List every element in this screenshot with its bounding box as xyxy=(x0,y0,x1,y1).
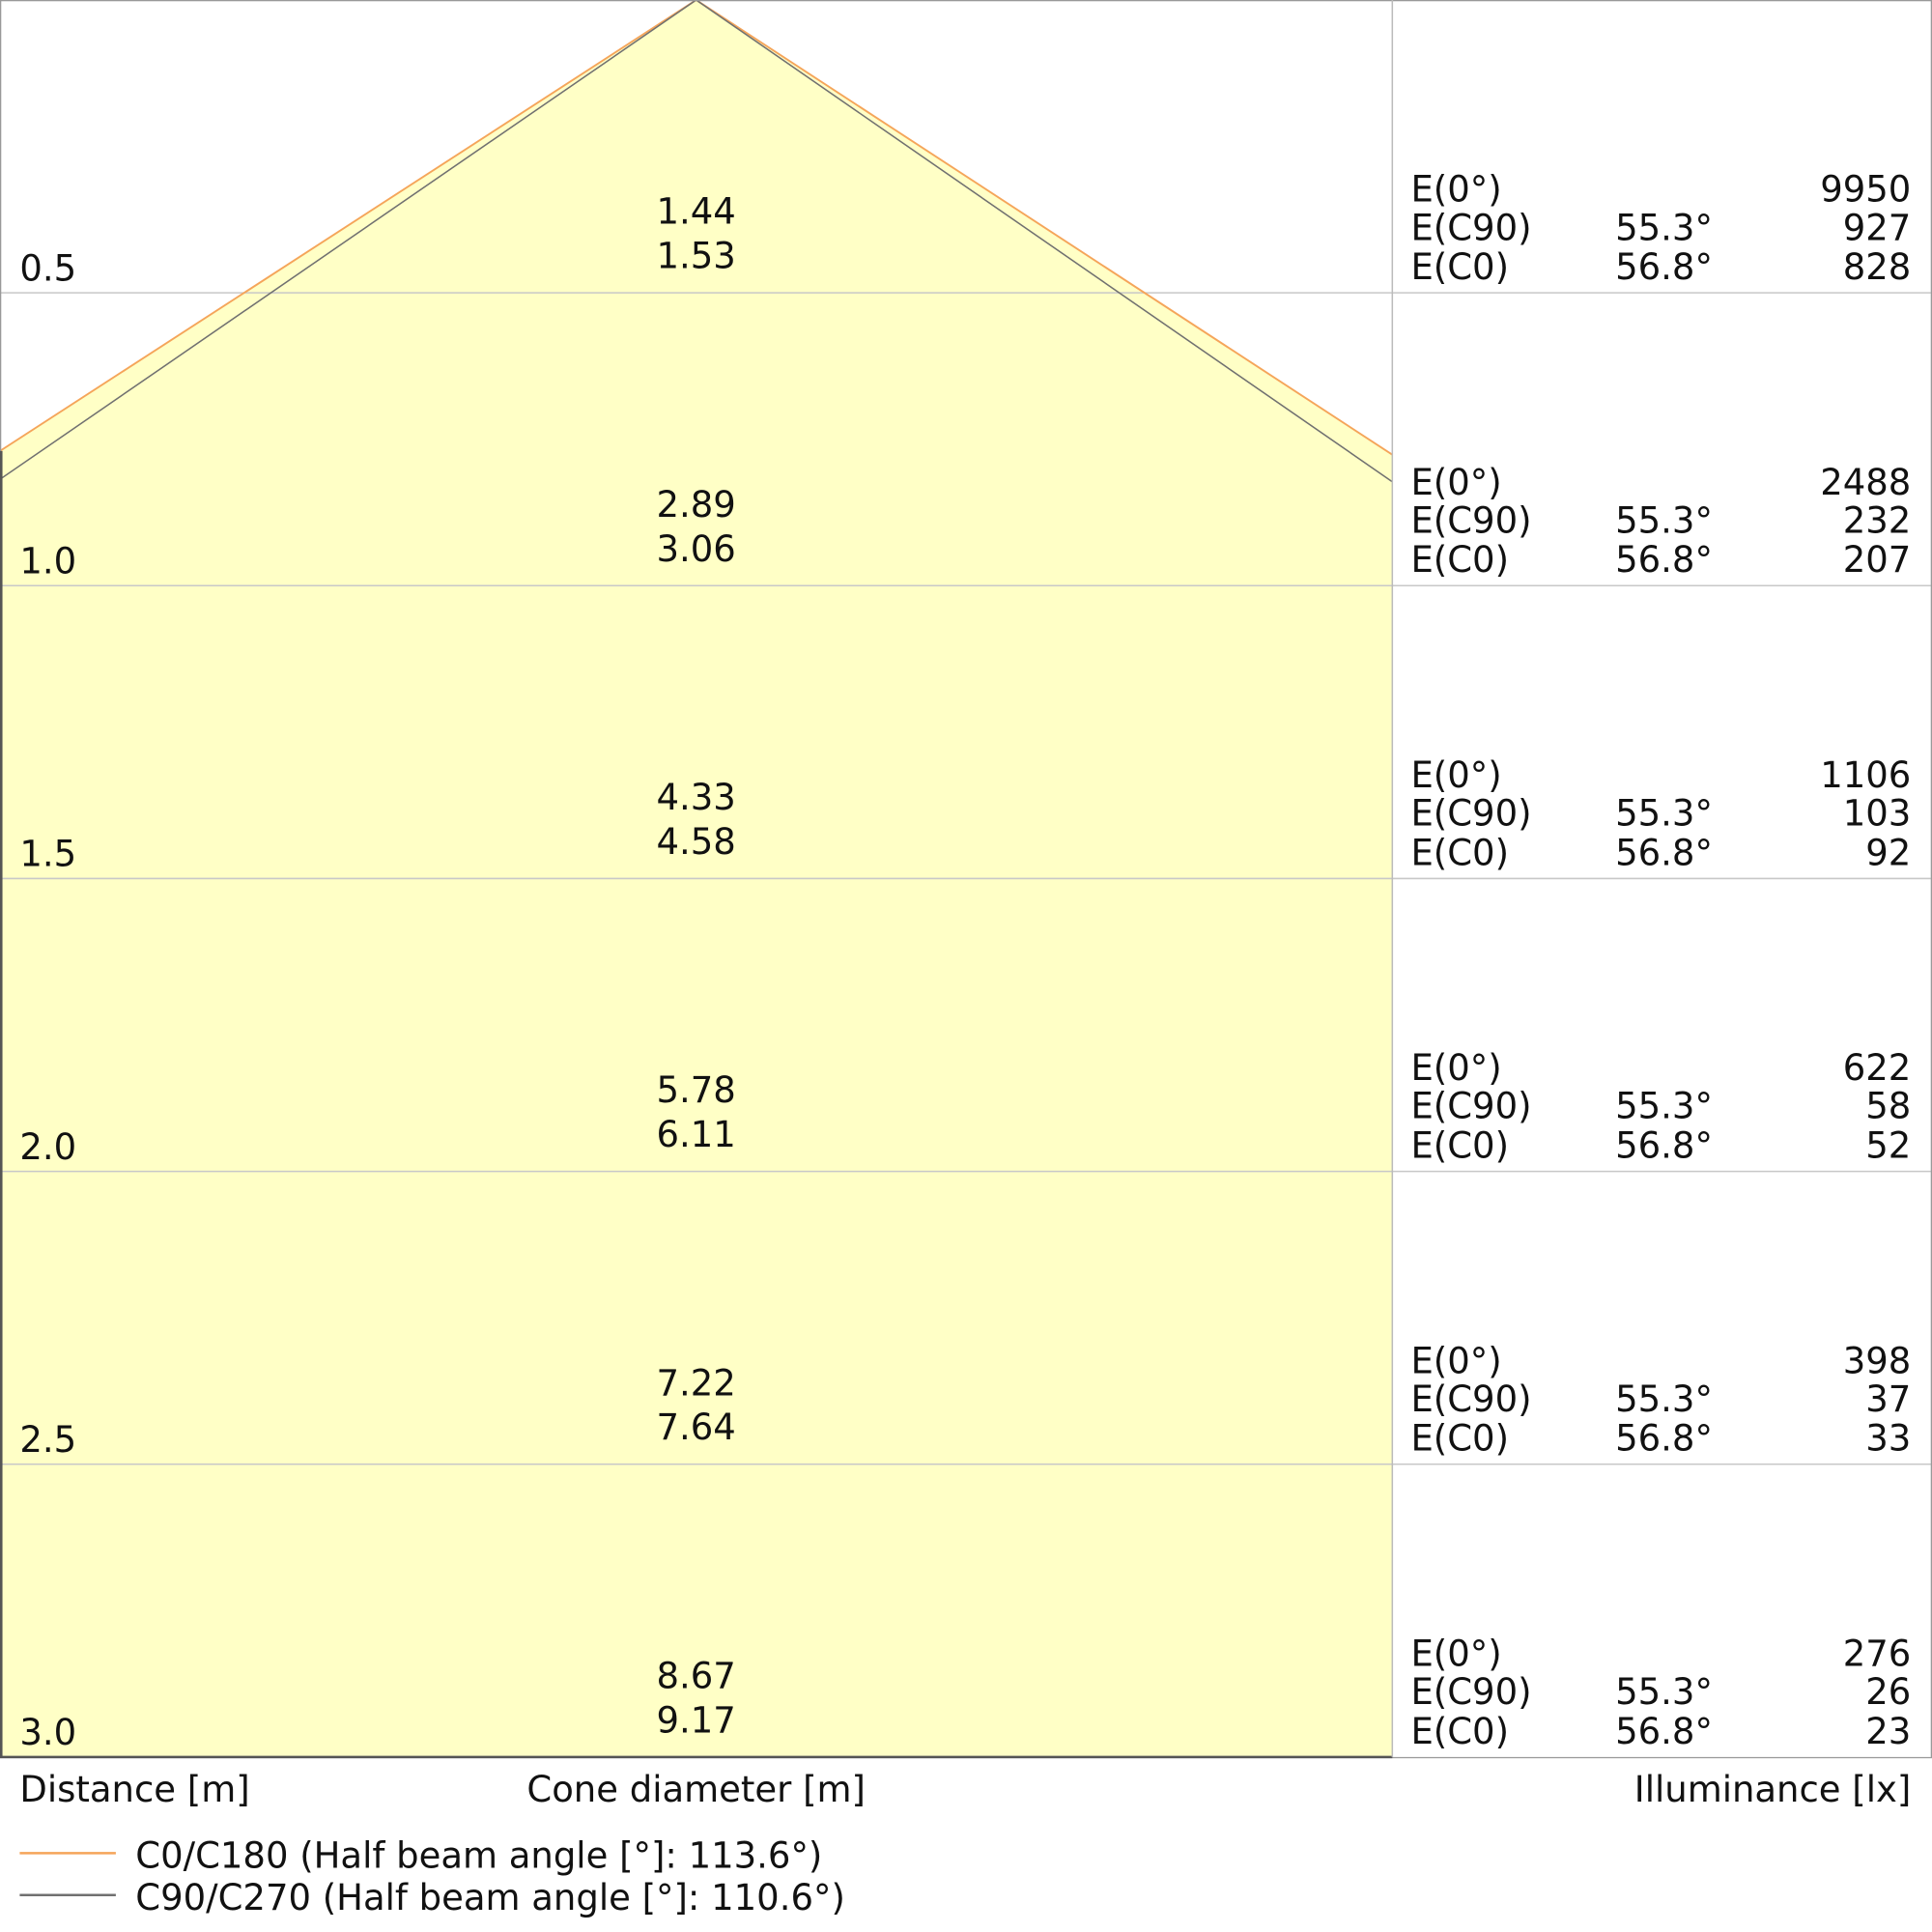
row-label-e0: E(0°) xyxy=(1410,1340,1501,1381)
c90-beam-left xyxy=(0,0,697,480)
row-label-ec90: E(C90) xyxy=(1410,207,1531,248)
angle-c0: 56.8° xyxy=(1615,1711,1713,1752)
illuminance-e0: 398 xyxy=(1843,1340,1912,1381)
angle-c0: 56.8° xyxy=(1615,1125,1713,1167)
row-label-ec0: E(C0) xyxy=(1410,832,1509,873)
illuminance-e0: 9950 xyxy=(1820,169,1911,211)
row-label-ec0: E(C0) xyxy=(1410,246,1509,288)
distance-tick-label: 2.0 xyxy=(19,1126,76,1168)
row-label-ec90: E(C90) xyxy=(1410,1086,1531,1127)
illuminance-e0: 622 xyxy=(1843,1047,1912,1089)
c90-beam-right xyxy=(696,0,1393,483)
row-label-ec0: E(C0) xyxy=(1410,1125,1509,1167)
angle-c90: 55.3° xyxy=(1615,1378,1713,1420)
legend-label-c90: C90/C270 (Half beam angle [°]: 110.6°) xyxy=(135,1877,845,1918)
illuminance-e0: 2488 xyxy=(1820,462,1911,503)
illuminance-ec90: 26 xyxy=(1865,1671,1911,1713)
angle-c0: 56.8° xyxy=(1615,539,1713,581)
row-label-ec0: E(C0) xyxy=(1410,539,1509,581)
row-label-ec90: E(C90) xyxy=(1410,1671,1531,1713)
angle-c90: 55.3° xyxy=(1615,499,1713,541)
cone-diameter-c0: 4.58 xyxy=(656,821,735,863)
cone-diameter-c90: 1.44 xyxy=(656,191,735,233)
illuminance-ec90: 927 xyxy=(1843,207,1912,248)
angle-c0: 56.8° xyxy=(1615,1418,1713,1460)
angle-c90: 55.3° xyxy=(1615,207,1713,248)
illuminance-ec90: 232 xyxy=(1843,499,1912,541)
illuminance-ec0: 92 xyxy=(1865,832,1911,873)
legend-label-c0: C0/C180 (Half beam angle [°]: 113.6°) xyxy=(135,1835,822,1877)
c0-beam-left xyxy=(0,0,697,452)
distance-tick-label: 0.5 xyxy=(19,247,76,289)
row-label-ec90: E(C90) xyxy=(1410,499,1531,541)
angle-c90: 55.3° xyxy=(1615,793,1713,835)
illuminance-e0: 1106 xyxy=(1820,754,1911,796)
cone-diameter-c0: 3.06 xyxy=(656,528,735,570)
row-label-ec0: E(C0) xyxy=(1410,1418,1509,1460)
angle-c90: 55.3° xyxy=(1615,1086,1713,1127)
distance-tick-label: 1.0 xyxy=(19,541,76,582)
illuminance-ec90: 103 xyxy=(1843,793,1912,835)
row-label-ec90: E(C90) xyxy=(1410,793,1531,835)
illuminance-ec0: 23 xyxy=(1865,1711,1911,1752)
distance-axis-label: Distance [m] xyxy=(19,1769,249,1810)
angle-c0: 56.8° xyxy=(1615,832,1713,873)
illuminance-ec0: 52 xyxy=(1865,1125,1911,1167)
illuminance-ec90: 37 xyxy=(1865,1378,1911,1420)
row-label-e0: E(0°) xyxy=(1410,169,1501,211)
distance-tick-label: 2.5 xyxy=(19,1419,76,1461)
illuminance-ec90: 58 xyxy=(1865,1086,1911,1127)
illuminance-ec0: 33 xyxy=(1865,1418,1911,1460)
cone-diameter-c0: 6.11 xyxy=(656,1114,735,1155)
angle-c90: 55.3° xyxy=(1615,1671,1713,1713)
cone-diameter-c90: 8.67 xyxy=(656,1655,735,1696)
row-label-e0: E(0°) xyxy=(1410,462,1501,503)
cone-diameter-c90: 7.22 xyxy=(656,1362,735,1404)
illuminance-ec0: 207 xyxy=(1843,539,1912,581)
cone-diameter-c0: 9.17 xyxy=(656,1699,735,1741)
row-label-e0: E(0°) xyxy=(1410,1633,1501,1674)
row-label-ec0: E(C0) xyxy=(1410,1711,1509,1752)
cone-diameter-c0: 1.53 xyxy=(656,236,735,277)
illuminance-e0: 276 xyxy=(1843,1633,1912,1674)
row-label-e0: E(0°) xyxy=(1410,754,1501,796)
cone-diameter-c90: 4.33 xyxy=(656,777,735,818)
distance-tick-label: 1.5 xyxy=(19,834,76,875)
row-label-ec90: E(C90) xyxy=(1410,1378,1531,1420)
illuminance-axis-label: Illuminance [lx] xyxy=(1634,1769,1912,1810)
cone-diameter-c90: 5.78 xyxy=(656,1069,735,1111)
cone-diameter-axis-label: Cone diameter [m] xyxy=(526,1769,866,1810)
cone-diameter-c0: 7.64 xyxy=(656,1406,735,1448)
distance-tick-label: 3.0 xyxy=(19,1712,76,1753)
illuminance-ec0: 828 xyxy=(1843,246,1912,288)
cone-diameter-c90: 2.89 xyxy=(656,484,735,526)
angle-c0: 56.8° xyxy=(1615,246,1713,288)
row-label-e0: E(0°) xyxy=(1410,1047,1501,1089)
c0-beam-right xyxy=(696,0,1393,456)
